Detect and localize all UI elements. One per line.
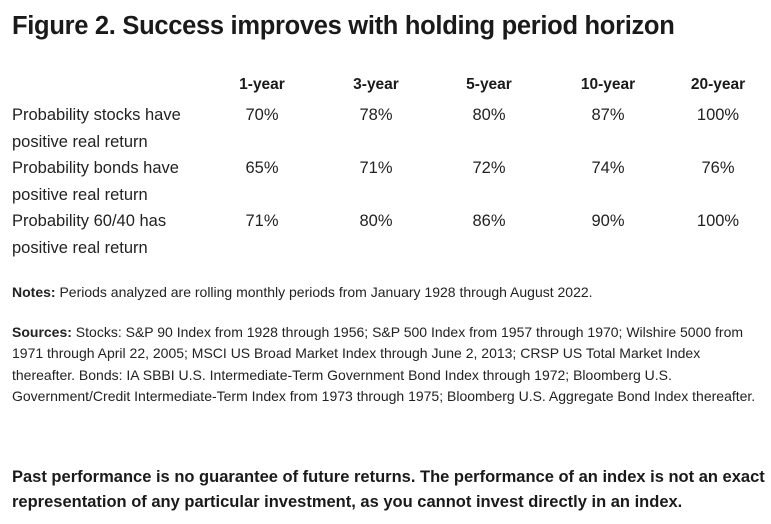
- row-label-bonds: Probability bonds have positive real ret…: [12, 155, 227, 208]
- cell-bonds-10-year: 74%: [591, 159, 625, 177]
- row-label-stocks: Probability stocks have positive real re…: [12, 102, 227, 155]
- cell-stocks-10-year: 87%: [591, 106, 625, 124]
- row-label-line: Probability bonds have: [12, 159, 179, 177]
- cell-stocks-20-year: 100%: [696, 106, 740, 124]
- sources: Sources: Stocks: S&P 90 Index from 1928 …: [12, 322, 764, 407]
- cell-60-40-1-year: 71%: [245, 212, 279, 230]
- sources-text: Stocks: S&P 90 Index from 1928 through 1…: [12, 324, 756, 404]
- row-label-60-40: Probability 60/40 has positive real retu…: [12, 208, 227, 261]
- cell-bonds-3-year: 71%: [359, 159, 393, 177]
- row-label-line: positive real return: [12, 185, 148, 204]
- cell-stocks-3-year: 78%: [359, 106, 393, 124]
- column-header-5-year: 5-year: [466, 76, 512, 93]
- notes-text: Periods analyzed are rolling monthly per…: [55, 284, 593, 300]
- notes: Notes: Periods analyzed are rolling mont…: [12, 282, 762, 303]
- cell-60-40-20-year: 100%: [696, 212, 740, 230]
- figure-title: Figure 2. Success improves with holding …: [12, 12, 675, 40]
- cell-60-40-5-year: 86%: [472, 212, 506, 230]
- cell-bonds-20-year: 76%: [701, 159, 735, 177]
- notes-label: Notes:: [12, 284, 56, 300]
- row-label-line: Probability 60/40 has: [12, 212, 167, 230]
- cell-60-40-3-year: 80%: [359, 212, 393, 230]
- column-header-3-year: 3-year: [353, 76, 399, 93]
- disclaimer: Past performance is no guarantee of futu…: [12, 468, 765, 511]
- sources-label: Sources:: [12, 324, 72, 340]
- column-header-10-year: 10-year: [580, 76, 636, 93]
- column-header-1-year: 1-year: [239, 76, 285, 93]
- row-label-line: positive real return: [12, 238, 148, 257]
- cell-stocks-5-year: 80%: [472, 106, 506, 124]
- cell-bonds-5-year: 72%: [472, 159, 506, 177]
- column-header-20-year: 20-year: [690, 76, 746, 93]
- row-label-line: positive real return: [12, 132, 148, 151]
- cell-bonds-1-year: 65%: [245, 159, 279, 177]
- cell-60-40-10-year: 90%: [591, 212, 625, 230]
- row-label-line: Probability stocks have: [12, 106, 181, 124]
- cell-stocks-1-year: 70%: [245, 106, 279, 124]
